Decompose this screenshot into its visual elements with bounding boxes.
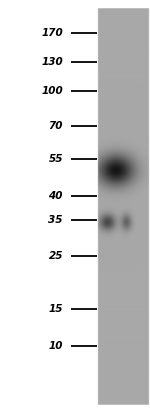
Text: 10: 10	[48, 341, 63, 351]
Text: 15: 15	[48, 304, 63, 314]
Text: 55: 55	[48, 154, 63, 164]
Text: 70: 70	[48, 121, 63, 131]
Text: 170: 170	[41, 28, 63, 38]
Text: 130: 130	[41, 57, 63, 67]
Text: 100: 100	[41, 86, 63, 96]
Text: 25: 25	[48, 251, 63, 261]
Text: 40: 40	[48, 191, 63, 201]
Text: 35: 35	[48, 215, 63, 225]
